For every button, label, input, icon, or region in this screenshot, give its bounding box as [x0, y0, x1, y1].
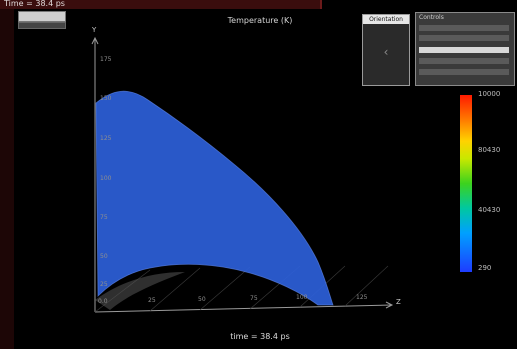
x-tick-label: 75	[250, 295, 258, 302]
control-row[interactable]	[419, 25, 509, 31]
control-panel-title: Controls	[419, 14, 444, 21]
toolbar-button[interactable]	[18, 11, 66, 22]
window-title: Time = 38.4 ps	[4, 0, 65, 8]
y-tick-label: 125	[100, 135, 112, 142]
temperature-field	[96, 91, 333, 305]
colorbar-label-min: 290	[478, 264, 492, 272]
x-tick-label: 100	[296, 294, 308, 301]
field-outline	[95, 90, 334, 306]
x-axis-arrow	[385, 301, 394, 309]
plot-title: Temperature (K)	[227, 16, 293, 25]
colorbar-label-max: 10000	[478, 90, 501, 98]
x-axis-line	[94, 304, 393, 313]
y-tick-label: 50	[100, 253, 108, 260]
control-input[interactable]	[419, 47, 509, 53]
y-tick-label: 75	[100, 214, 108, 221]
control-row[interactable]	[419, 35, 509, 41]
colorbar	[460, 95, 472, 272]
orientation-widget[interactable]: Orientation ‹	[362, 14, 410, 86]
control-row[interactable]	[419, 58, 509, 64]
x-axis-label: Z	[396, 298, 401, 306]
left-border	[0, 9, 14, 349]
x-tick-label: 50	[198, 296, 206, 303]
colorbar-label: 80430	[478, 146, 501, 154]
control-panel[interactable]: Controls	[415, 12, 515, 86]
orientation-header: Orientation	[363, 15, 409, 24]
orientation-icon: ‹	[383, 45, 389, 59]
x-tick-label: 125	[356, 294, 368, 301]
y-tick-label: 100	[100, 175, 112, 182]
x-tick-label: 25	[148, 297, 156, 304]
control-row[interactable]	[419, 69, 509, 75]
x-tick-label: 0.0	[98, 298, 108, 305]
time-label: time = 38.4 ps	[230, 332, 290, 341]
y-axis-arrow	[91, 36, 99, 45]
colorbar-label: 40430	[478, 206, 501, 214]
title-bar: Time = 38.4 ps	[0, 0, 322, 9]
y-tick-label: 150	[100, 95, 112, 102]
y-axis-label: Y	[92, 26, 97, 34]
y-tick-label: 175	[100, 56, 112, 63]
toolbar-slider[interactable]	[18, 22, 66, 29]
base-wireframe	[95, 272, 185, 310]
y-tick-label: 25	[100, 281, 108, 288]
